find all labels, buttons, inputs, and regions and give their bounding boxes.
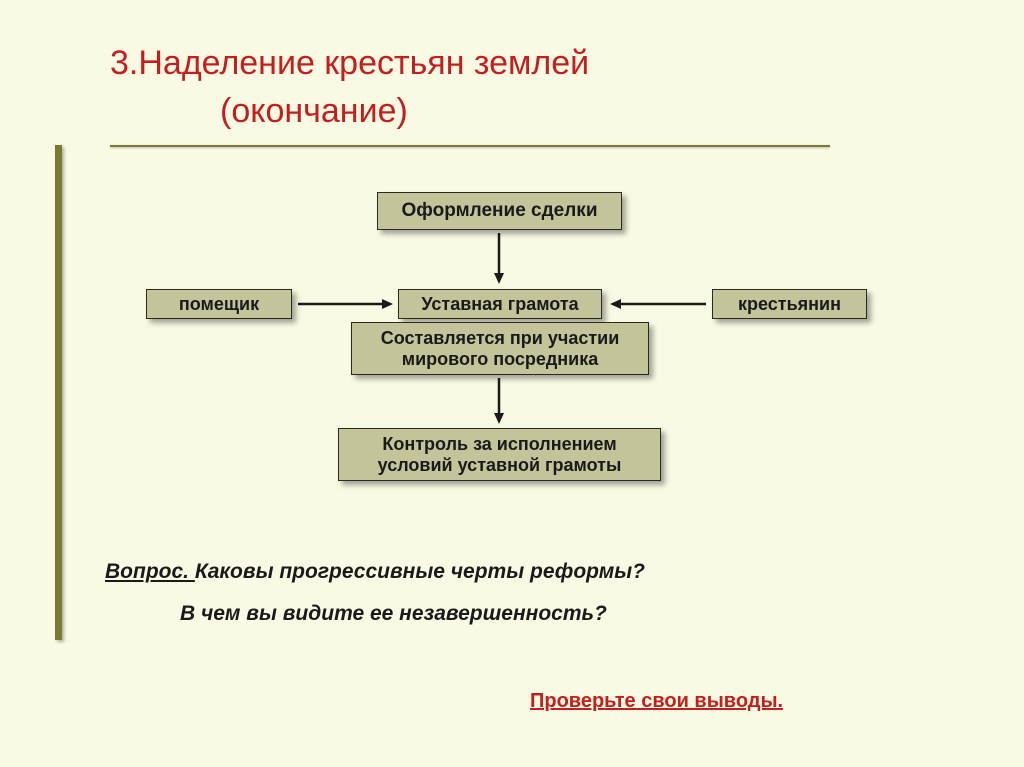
flowchart-arrow-0	[489, 223, 509, 294]
node-label-line2: мирового посредника	[402, 349, 598, 370]
question-block: Вопрос. Каковы прогрессивные черты рефор…	[105, 560, 645, 626]
vertical-accent-bar	[55, 145, 62, 640]
flowchart-arrow-2	[600, 294, 716, 314]
node-label-line1: Составляется при участии	[381, 328, 620, 349]
flowchart-arrow-1	[288, 294, 403, 314]
title-line2: (окончание)	[110, 88, 589, 136]
flowchart-arrow-3	[489, 368, 509, 434]
flowchart-node-right: крестьянин	[712, 289, 867, 319]
flowchart-node-left: помещик	[146, 289, 292, 319]
question-text1: Каковы прогрессивные черты реформы?	[195, 560, 645, 583]
node-label-line1: Контроль за исполнением	[382, 434, 616, 455]
slide-title: 3.Наделение крестьян землей (окончание)	[110, 40, 589, 135]
title-line1: 3.Наделение крестьян землей	[110, 44, 589, 82]
title-underline	[110, 145, 830, 147]
check-answers-link[interactable]: Проверьте свои выводы.	[530, 690, 783, 713]
node-label-line2: условий уставной грамоты	[378, 455, 622, 476]
question-label: Вопрос.	[105, 560, 195, 583]
question-text2: В чем вы видите ее незавершенность?	[180, 602, 645, 626]
flowchart-node-bottom: Контроль за исполнениемусловий уставной …	[338, 428, 661, 481]
